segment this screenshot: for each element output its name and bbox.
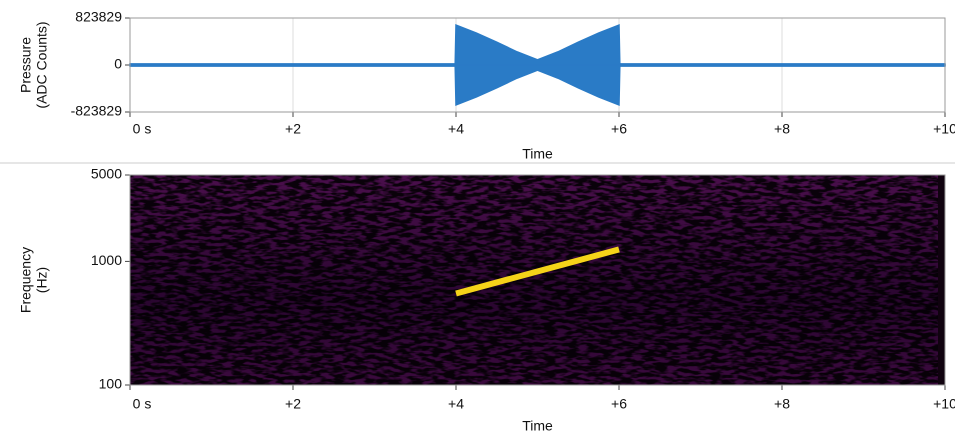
x-tick-label: +10 — [933, 396, 955, 412]
y-tick-label: 100 — [99, 376, 123, 392]
x-tick-label: 0 s — [133, 396, 152, 412]
y-axis-label: Pressure — [18, 37, 34, 93]
x-tick-label: 0 s — [133, 121, 152, 137]
x-tick-label: +10 — [933, 121, 955, 137]
x-tick-label: +8 — [774, 121, 790, 137]
y-axis-label: (ADC Counts) — [34, 21, 50, 108]
x-tick-label: +4 — [448, 396, 464, 412]
x-tick-label: +4 — [448, 121, 464, 137]
waveform-envelope — [129, 23, 946, 66]
x-tick-label: +6 — [611, 121, 627, 137]
y-axis-label: (Hz) — [34, 267, 50, 293]
y-tick-label: -823829 — [71, 103, 123, 119]
y-tick-label: 1000 — [91, 252, 122, 268]
waveform-envelope — [129, 64, 946, 107]
x-axis-label: Time — [522, 146, 553, 162]
chirp — [455, 246, 620, 297]
x-axis-label: Time — [522, 418, 553, 434]
y-axis-label: Frequency — [18, 247, 34, 313]
y-tick-label: 5000 — [91, 166, 122, 182]
spectrogram-edge — [938, 175, 945, 385]
spectrogram-noise — [130, 175, 945, 385]
x-tick-label: +2 — [285, 121, 301, 137]
x-tick-label: +2 — [285, 396, 301, 412]
x-tick-label: +6 — [611, 396, 627, 412]
y-tick-label: 0 — [114, 56, 122, 72]
x-tick-label: +8 — [774, 396, 790, 412]
y-tick-label: 823829 — [75, 9, 122, 25]
plot-frame — [129, 17, 946, 113]
plot-frame — [129, 174, 946, 386]
